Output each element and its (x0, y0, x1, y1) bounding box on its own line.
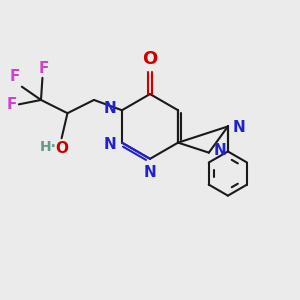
Text: O: O (55, 141, 68, 156)
Text: F: F (6, 97, 16, 112)
Text: O: O (142, 50, 158, 68)
Text: N: N (104, 101, 117, 116)
Text: N: N (144, 165, 156, 180)
Text: H·: H· (40, 140, 57, 154)
Text: F: F (39, 61, 49, 76)
Text: N: N (103, 136, 116, 152)
Text: N: N (232, 120, 245, 135)
Text: N: N (213, 143, 226, 158)
Text: F: F (10, 69, 20, 84)
